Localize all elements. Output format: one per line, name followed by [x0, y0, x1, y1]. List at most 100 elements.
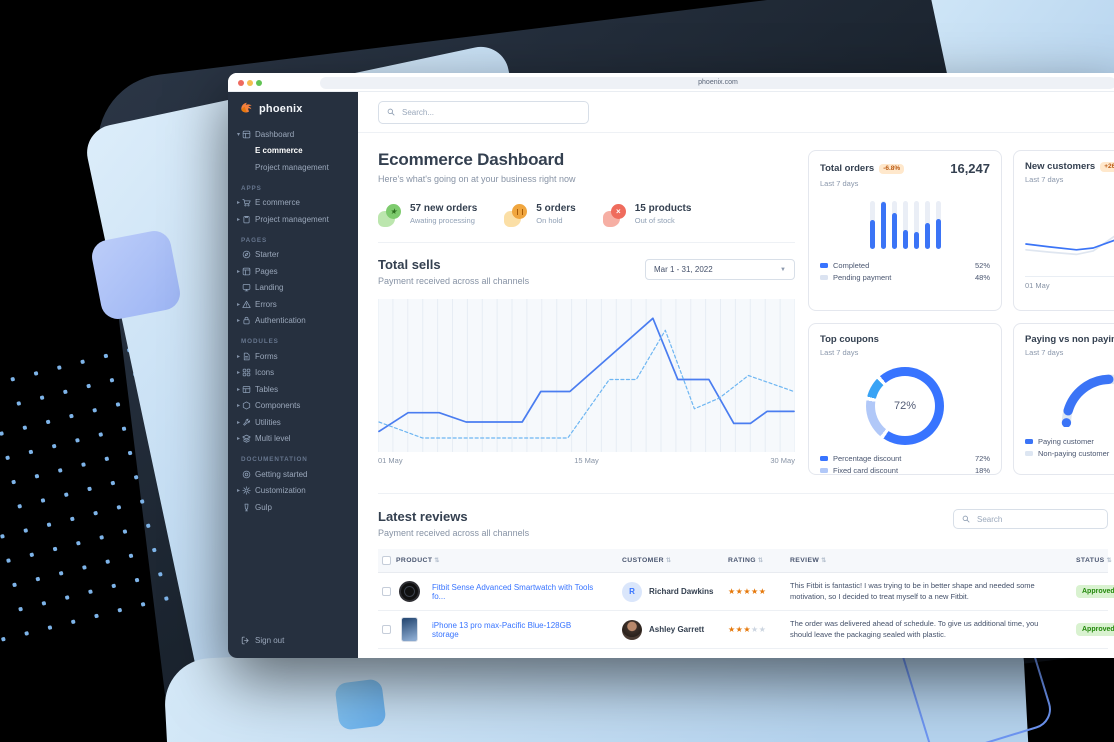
legend-label: Pending payment: [833, 273, 892, 282]
card-title: New customers: [1025, 161, 1096, 172]
phoenix-logo-icon: [241, 102, 252, 113]
select-all-checkbox[interactable]: [382, 556, 391, 565]
sidebar-item-utilities[interactable]: ▸ Utilities: [228, 414, 358, 431]
sidebar-item-label: Pages: [255, 266, 278, 276]
top-coupons-card: Top coupons Last 7 days 72% Percentage d…: [808, 323, 1002, 475]
column-header-status[interactable]: STATUS ⇅: [1076, 557, 1113, 564]
sidebar-item-label: Customization: [255, 486, 306, 496]
on-hold-pause-icon: [504, 203, 528, 227]
sidebar-item-label: Gulp: [255, 502, 272, 512]
legend-row: Paying customer: [1025, 437, 1114, 446]
periwinkle-square: [89, 228, 183, 322]
row-checkbox[interactable]: [382, 587, 391, 596]
sidebar-item-icons[interactable]: ▸ Icons: [228, 365, 358, 382]
product-link[interactable]: iPhone 13 pro max-Pacific Blue-128GB sto…: [432, 620, 572, 639]
sidebar-item-landing[interactable]: Landing: [228, 280, 358, 297]
page-title: Ecommerce Dashboard: [378, 150, 565, 169]
sort-icon: ⇅: [757, 558, 764, 564]
stat-subtitle: Awating processing: [410, 216, 475, 225]
stat-title: 15 products: [634, 203, 692, 214]
cart-icon: [242, 198, 255, 207]
sidebar-item-e-commerce[interactable]: E commerce: [228, 143, 358, 160]
total-orders-bar-chart: [820, 201, 990, 249]
status-badge: Approved✓: [1076, 585, 1114, 598]
caret-right-icon: ▸: [236, 386, 240, 393]
sidebar-item-components[interactable]: ▸ Components: [228, 398, 358, 415]
column-header-rating[interactable]: RATING ⇅: [728, 557, 764, 564]
column-header-customer[interactable]: CUSTOMER ⇅: [622, 557, 672, 564]
product-thumbnail: [396, 617, 422, 642]
compass-icon: [242, 250, 255, 259]
total-sells-chart[interactable]: [378, 299, 795, 452]
logo-text: phoenix: [259, 102, 303, 115]
iphone-image: [400, 617, 418, 642]
sidebar-item-dashboard[interactable]: ▾ Dashboard: [228, 126, 358, 143]
stat-new-orders: ★ 57 new orders Awating processing: [378, 203, 477, 227]
caret-right-icon: ▸: [236, 488, 240, 495]
sidebar-item-getting-started[interactable]: Getting started: [228, 466, 358, 483]
sidebar-item-forms[interactable]: ▸ Forms: [228, 348, 358, 365]
x-tick: 15 May: [574, 456, 599, 465]
sidebar-item-project-management[interactable]: ▸ Project management: [228, 211, 358, 228]
sidebar-section-documentation: DOCUMENTATION: [241, 456, 308, 463]
dashboard-cards: Total orders -6.8% 16,247 Last 7 days Co…: [808, 150, 1114, 475]
legend-label: Percentage discount: [833, 454, 902, 463]
sidebar-item-pages[interactable]: ▸ Pages: [228, 263, 358, 280]
sidebar-item-tables[interactable]: ▸ Tables: [228, 381, 358, 398]
legend-swatch: [820, 456, 828, 461]
maximize-window-button[interactable]: [256, 79, 262, 86]
target-icon: [242, 470, 255, 479]
sidebar-item-label: Project management: [255, 214, 329, 224]
sidebar-item-authentication[interactable]: ▸ Authentication: [228, 313, 358, 330]
customer-cell: Ashley Garrett: [610, 619, 728, 640]
order-bar: [869, 201, 875, 249]
rating-stars: ★★★★★: [728, 587, 790, 596]
section-divider: [378, 493, 1114, 494]
customer-name: Richard Dawkins: [649, 587, 714, 596]
sign-out-label: Sign out: [255, 636, 285, 645]
sort-icon: ⇅: [1106, 558, 1113, 564]
sidebar-nav: ▾ Dashboard E commerce Project management AP…: [228, 124, 358, 516]
sidebar-section-modules: MODULES: [241, 338, 279, 345]
sidebar-item-label: E commerce: [255, 198, 300, 208]
sidebar-item-label: Errors: [255, 299, 277, 309]
sign-out-button[interactable]: Sign out: [241, 636, 284, 645]
star-filled-icon: ★: [743, 587, 752, 596]
reviews-search[interactable]: [953, 509, 1108, 529]
sidebar-item-project-management[interactable]: Project management: [228, 159, 358, 176]
minimize-window-button[interactable]: [247, 79, 253, 86]
sidebar-item-multi-level[interactable]: ▸ Multi level: [228, 431, 358, 448]
sort-icon: ⇅: [821, 558, 827, 564]
sidebar-item-errors[interactable]: ▸ Errors: [228, 296, 358, 313]
stat-subtitle: Out of stock: [634, 216, 675, 225]
sidebar-item-gulp[interactable]: Gulp: [228, 499, 358, 516]
column-header-product[interactable]: PRODUCT ⇅: [396, 557, 440, 564]
order-bar: [913, 201, 919, 249]
date-range-select[interactable]: Mar 1 - 31, 2022 ▼: [645, 259, 795, 280]
gear-icon: [242, 486, 255, 495]
caret-right-icon: ▸: [236, 216, 240, 223]
row-checkbox[interactable]: [382, 625, 391, 634]
url-bar[interactable]: phoenix.com: [320, 76, 1114, 89]
sidebar-item-label: Landing: [255, 283, 284, 293]
column-header-review[interactable]: REVIEW ⇅: [790, 557, 827, 564]
rating-stars: ★★★★★: [728, 625, 790, 634]
logo[interactable]: phoenix: [228, 92, 358, 124]
stat-out-of-stock: × 15 products Out of stock: [602, 203, 692, 227]
close-window-button[interactable]: [238, 79, 244, 86]
star-filled-icon: ★: [735, 625, 744, 634]
review-text: The order was delivered ahead of schedul…: [790, 619, 1039, 639]
sidebar-item-customization[interactable]: ▸ Customization: [228, 483, 358, 500]
global-search[interactable]: [378, 100, 589, 124]
legend-swatch: [1025, 451, 1033, 456]
sidebar: phoenix ▾ Dashboard E commerce Project mana…: [228, 92, 358, 658]
customer-name: Ashley Garrett: [649, 625, 705, 634]
sidebar-item-starter[interactable]: Starter: [228, 247, 358, 264]
sidebar-item-e-commerce[interactable]: ▸ E commerce: [228, 195, 358, 212]
product-link[interactable]: Fitbit Sense Advanced Smartwatch with To…: [432, 582, 594, 601]
avatar: R: [622, 581, 642, 602]
total-orders-badge: -6.8%: [879, 163, 905, 174]
reviews-search-input[interactable]: [975, 513, 1099, 525]
global-search-input[interactable]: [400, 106, 580, 118]
new-customers-badge: +26.5%: [1100, 161, 1114, 172]
